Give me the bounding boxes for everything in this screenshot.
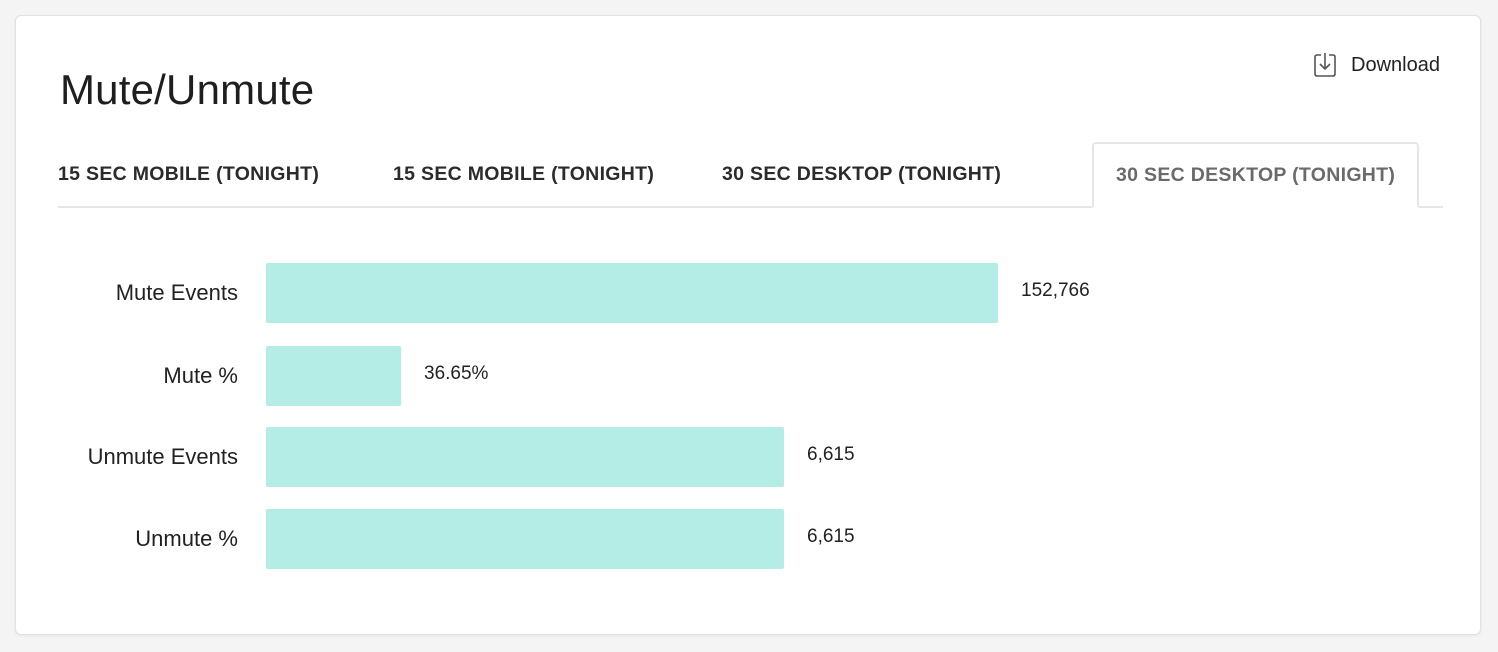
mute-unmute-card: Mute/Unmute Download 15 SEC MOBILE (TONI… (15, 15, 1481, 635)
tab-15-sec-mobile-1[interactable]: 15 SEC MOBILE (TONIGHT) (58, 162, 320, 185)
tab-30-sec-desktop-2[interactable]: 30 SEC DESKTOP (TONIGHT) (1092, 142, 1420, 208)
card-title: Mute/Unmute (60, 66, 315, 113)
tab-30-sec-desktop-1[interactable]: 30 SEC DESKTOP (TONIGHT) (722, 162, 1002, 185)
download-label: Download (1351, 53, 1440, 76)
bar[interactable] (266, 346, 401, 406)
download-button[interactable]: Download (1313, 52, 1440, 78)
bar[interactable] (266, 263, 998, 323)
bar-label: Unmute % (135, 526, 238, 551)
bar-label: Mute % (163, 363, 238, 388)
bar-value-label: 152,766 (1021, 280, 1090, 301)
tab-15-sec-mobile-2[interactable]: 15 SEC MOBILE (TONIGHT) (393, 162, 655, 185)
bar-label: Mute Events (115, 280, 238, 305)
bar[interactable] (266, 427, 784, 487)
bar-value-label: 36.65% (424, 363, 489, 384)
tab-bar: 15 SEC MOBILE (TONIGHT) 15 SEC MOBILE (T… (58, 142, 1443, 208)
bar-value-label: 6,615 (807, 444, 855, 465)
download-icon (1313, 52, 1337, 78)
bar[interactable] (266, 509, 784, 569)
bar-value-label: 6,615 (807, 526, 855, 547)
bar-label: Unmute Events (87, 444, 238, 469)
